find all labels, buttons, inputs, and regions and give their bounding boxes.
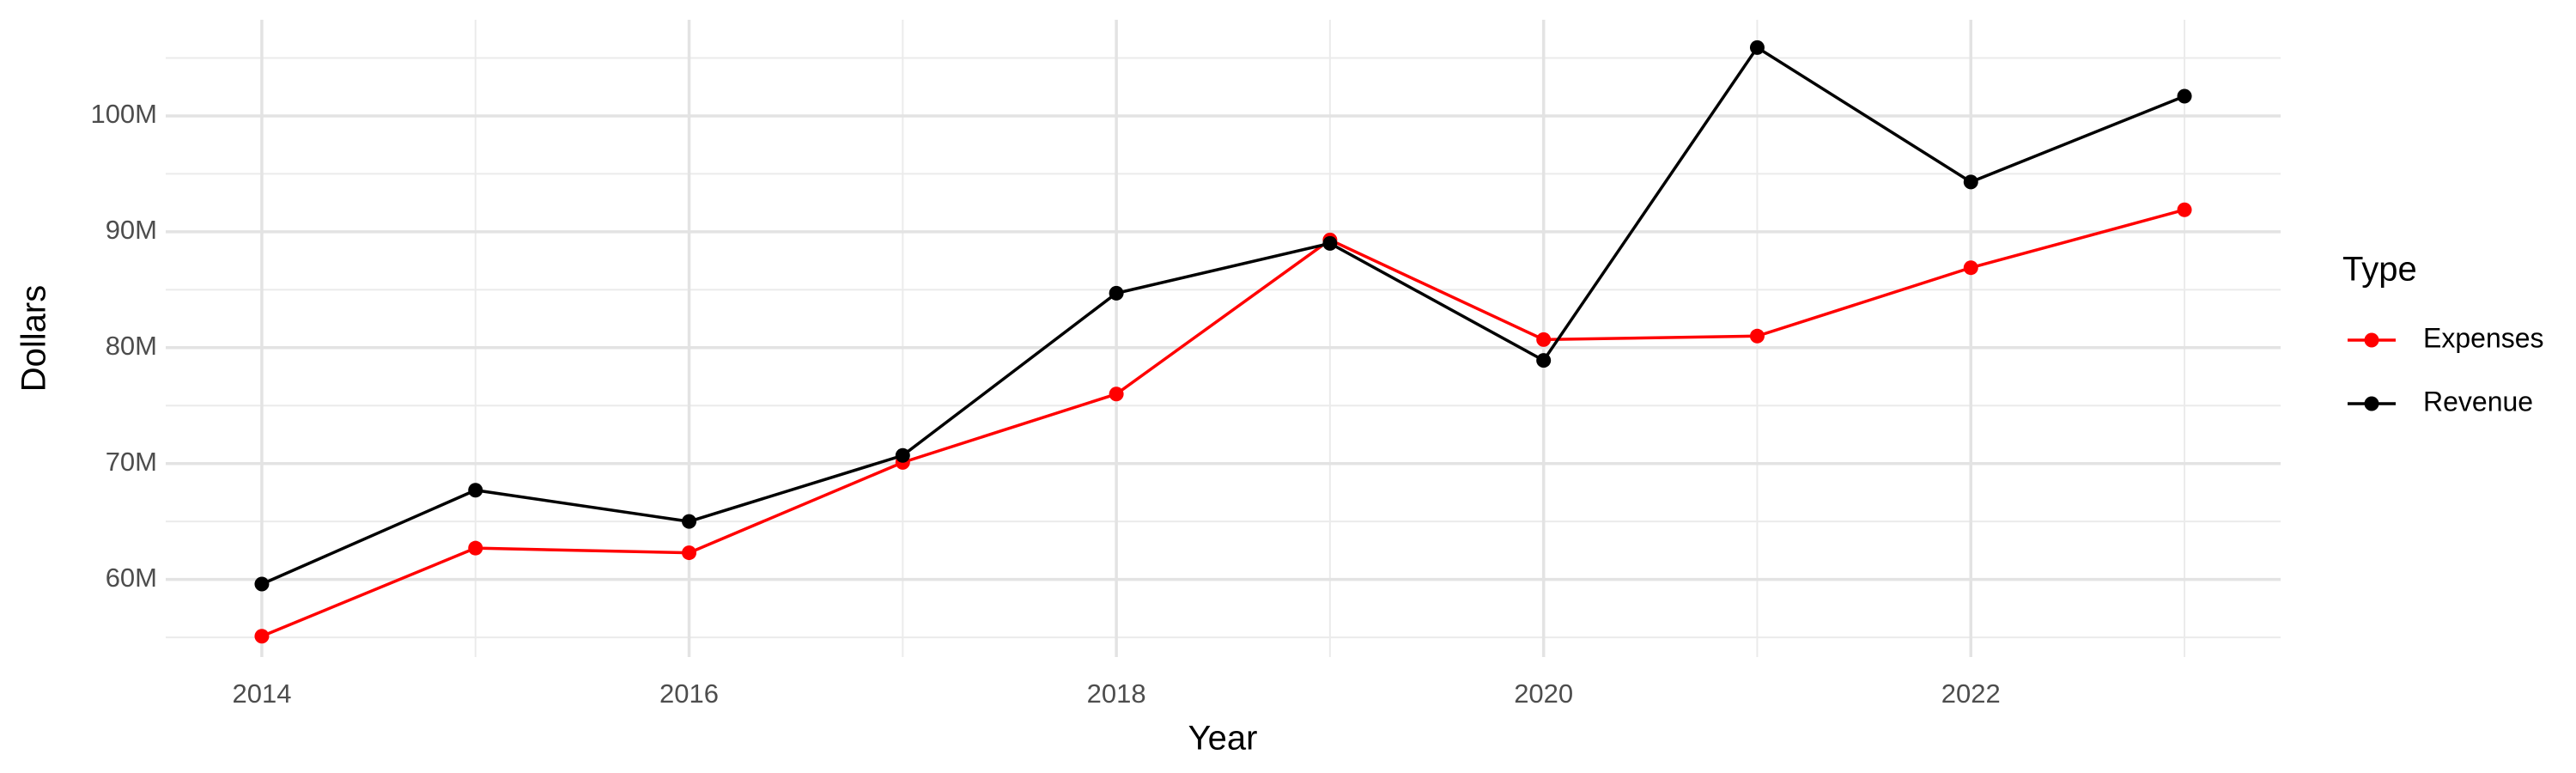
series-line <box>261 208 2185 638</box>
data-point <box>468 483 483 498</box>
data-point <box>2177 88 2192 104</box>
lines <box>254 40 2192 644</box>
data-point <box>1963 174 1978 190</box>
data-point <box>1536 353 1552 368</box>
y-tick-label: 90M <box>106 215 157 245</box>
data-point <box>1749 328 1765 344</box>
data-point <box>1109 285 1124 301</box>
y-tick-label: 70M <box>106 447 157 477</box>
legend-label: Expenses <box>2423 322 2544 353</box>
legend-label: Revenue <box>2423 386 2533 417</box>
data-point <box>2177 202 2192 217</box>
data-point <box>254 629 270 644</box>
x-axis-title: Year <box>1188 720 1258 758</box>
legend-key-point <box>2364 396 2379 411</box>
series-line <box>261 45 2185 586</box>
legend-key-point <box>2364 332 2379 348</box>
legend-title: Type <box>2342 251 2417 289</box>
x-tick-label: 2022 <box>1941 679 2001 709</box>
data-point <box>1536 332 1552 347</box>
data-point <box>682 514 697 529</box>
data-point <box>1963 260 1978 276</box>
x-tick-label: 2018 <box>1087 679 1146 709</box>
data-point <box>254 576 270 592</box>
data-point <box>895 447 910 463</box>
x-tick-label: 2016 <box>659 679 719 709</box>
x-tick-label: 2020 <box>1514 679 1573 709</box>
y-tick-label: 60M <box>106 563 157 593</box>
data-point <box>1109 386 1124 402</box>
data-point <box>682 545 697 561</box>
data-point <box>1749 40 1765 55</box>
x-tick-label: 2014 <box>232 679 291 709</box>
y-tick-label: 100M <box>90 99 157 129</box>
data-point <box>468 540 483 556</box>
y-axis-title: Dollars <box>15 285 53 392</box>
data-point <box>1322 235 1338 251</box>
y-tick-label: 80M <box>106 331 157 361</box>
